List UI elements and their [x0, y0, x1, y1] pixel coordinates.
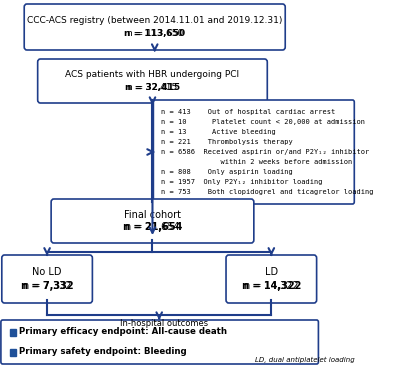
Text: n = 10      Platelet count < 20,000 at admission: n = 10 Platelet count < 20,000 at admiss…: [160, 119, 364, 125]
Text: n = 7,332: n = 7,332: [23, 281, 71, 291]
FancyBboxPatch shape: [38, 59, 267, 103]
Text: n = 413    Out of hospital cardiac arrest: n = 413 Out of hospital cardiac arrest: [160, 109, 335, 115]
FancyBboxPatch shape: [24, 4, 285, 50]
Text: n = 113,650: n = 113,650: [126, 29, 183, 38]
FancyBboxPatch shape: [1, 320, 318, 364]
Text: n = 14,322: n = 14,322: [244, 281, 299, 291]
Text: No LD: No LD: [32, 267, 62, 277]
Text: n = 14,322: n = 14,322: [242, 281, 301, 291]
Text: LD, dual antiplatelet loading: LD, dual antiplatelet loading: [254, 357, 354, 363]
Text: n = 32,415: n = 32,415: [127, 83, 178, 92]
Text: n = 753    Both clopidogrel and ticagrelor loading: n = 753 Both clopidogrel and ticagrelor …: [160, 189, 373, 195]
Text: ACS patients with HBR undergoing PCI: ACS patients with HBR undergoing PCI: [66, 70, 240, 79]
Text: n = 7,332: n = 7,332: [21, 281, 74, 291]
Text: LD: LD: [265, 267, 278, 277]
FancyBboxPatch shape: [153, 100, 354, 204]
Text: n = 21,654: n = 21,654: [125, 222, 180, 233]
Text: Primary safety endpoint: Bleeding: Primary safety endpoint: Bleeding: [19, 347, 186, 357]
Text: n = 13      Active bleeding: n = 13 Active bleeding: [160, 129, 275, 135]
FancyBboxPatch shape: [51, 199, 254, 243]
Bar: [10, 329, 16, 336]
Text: n = 221    Thrombolysis therapy: n = 221 Thrombolysis therapy: [160, 139, 292, 145]
Text: n = 1957  Only P2Y₁₂ inhibitor loading: n = 1957 Only P2Y₁₂ inhibitor loading: [160, 179, 322, 185]
FancyBboxPatch shape: [226, 255, 317, 303]
Text: In-hospital outcomes: In-hospital outcomes: [120, 319, 208, 328]
Text: n = 21,654: n = 21,654: [123, 222, 182, 233]
Text: n = 808    Only aspirin loading: n = 808 Only aspirin loading: [160, 169, 292, 175]
Text: Primary efficacy endpoint: All-cause death: Primary efficacy endpoint: All-cause dea…: [19, 327, 227, 337]
Text: CCC-ACS registry (between 2014.11.01 and 2019.12.31): CCC-ACS registry (between 2014.11.01 and…: [27, 16, 282, 25]
Text: n = 6586  Received aspirin or/and P2Y₁₂ inhibitor: n = 6586 Received aspirin or/and P2Y₁₂ i…: [160, 149, 369, 155]
Text: within 2 weeks before admission: within 2 weeks before admission: [160, 159, 352, 165]
Text: n = 32,415: n = 32,415: [125, 83, 180, 92]
Bar: [10, 349, 16, 356]
FancyBboxPatch shape: [2, 255, 92, 303]
Text: Final cohort: Final cohort: [124, 210, 181, 220]
Text: n = 113,650: n = 113,650: [124, 29, 185, 38]
